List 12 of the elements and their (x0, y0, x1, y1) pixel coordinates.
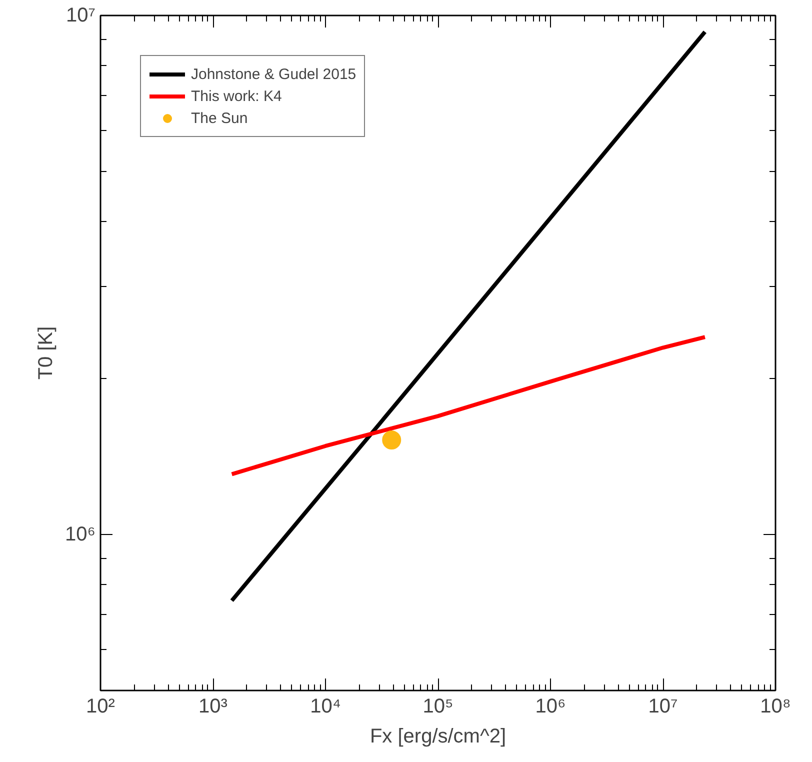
legend-label: This work: K4 (191, 88, 282, 104)
x-tick-label: 10³ (198, 696, 228, 718)
legend-label: The Sun (191, 110, 248, 126)
x-axis-title: Fx [erg/s/cm^2] (370, 726, 506, 748)
x-tick-label: 10⁶ (535, 696, 566, 718)
x-tick-label: 10⁴ (310, 696, 341, 718)
x-tick-label: 10⁸ (760, 696, 791, 718)
legend-label: Johnstone & Gudel 2015 (191, 66, 356, 82)
x-tick-label: 10² (86, 696, 116, 718)
x-tick-label: 10⁷ (648, 696, 678, 718)
y-axis-title: T0 [K] (35, 326, 58, 380)
x-tick-label: 10⁵ (422, 696, 454, 718)
